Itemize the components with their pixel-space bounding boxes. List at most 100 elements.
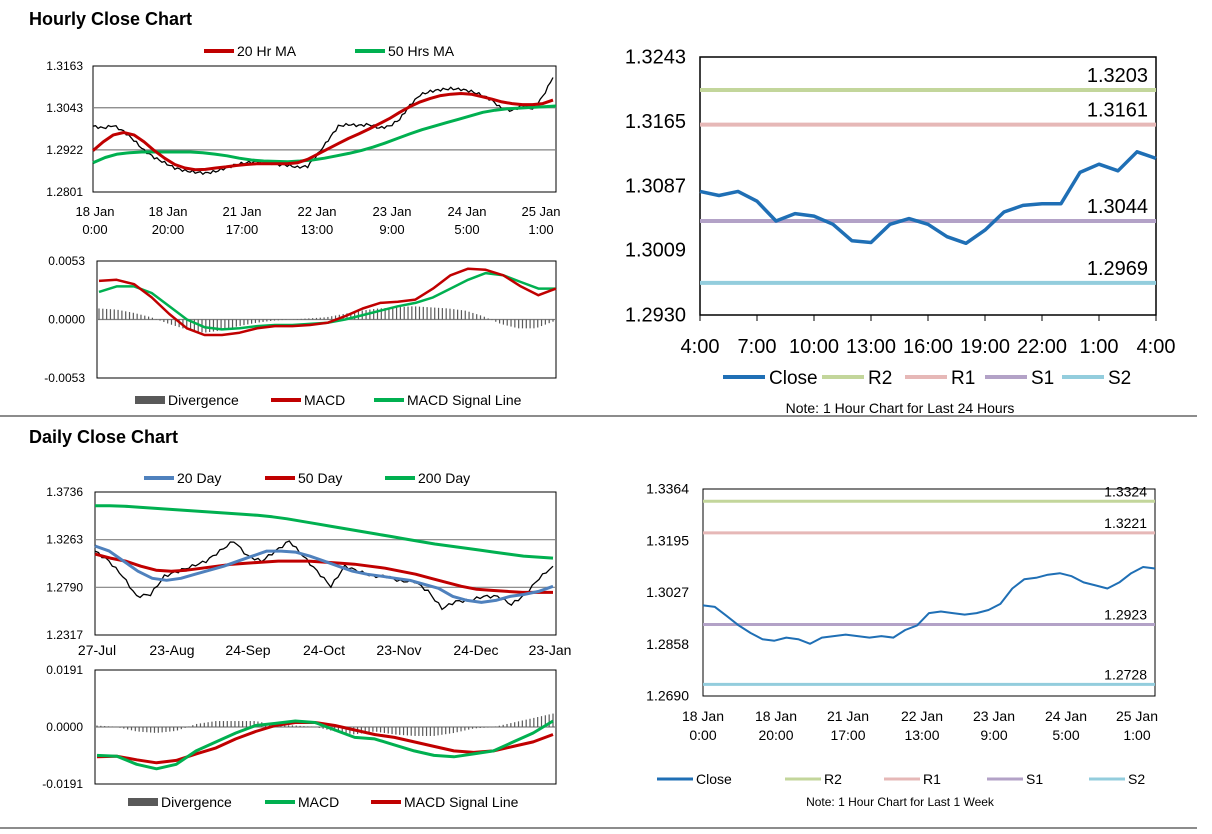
legend-hourly-macd-label: MACD — [304, 392, 345, 408]
legend-hourly-divergence-label: Divergence — [168, 392, 239, 408]
pivot-week-y-tick-label: 1.3195 — [646, 533, 689, 549]
hourly-price-y-tick-label: 1.3043 — [46, 101, 83, 115]
pivot-24h-s1-label: 1.3044 — [1087, 196, 1148, 218]
daily-macd-line — [96, 719, 554, 771]
legend-hourly-signal-label: MACD Signal Line — [407, 392, 522, 408]
legend-200-day-label: 200 Day — [418, 470, 470, 486]
pivot-24h-x-tick-label: 4:00 — [1137, 336, 1176, 358]
daily-macd-y-tick-label: -0.0191 — [42, 777, 83, 791]
legend-hourly-divergence-swatch — [135, 396, 165, 404]
hourly-20hr-ma-line — [92, 92, 554, 172]
legend-daily-signal-label: MACD Signal Line — [404, 794, 519, 810]
pivot-week-x-tick-date: 25 Jan — [1116, 708, 1158, 724]
legend-50-day-label: 50 Day — [298, 470, 342, 486]
daily-price-x-tick-label: 24-Sep — [225, 642, 270, 658]
hourly-price-x-tick-date: 21 Jan — [222, 204, 261, 219]
pivot-week-y-tick-label: 1.2690 — [646, 688, 689, 704]
pivot-week-x-tick-date: 23 Jan — [973, 708, 1015, 724]
pivot-24h-y-tick-label: 1.3165 — [625, 111, 686, 133]
pivot-24h-x-tick-label: 19:00 — [960, 336, 1010, 358]
daily-macd-y-tick-label: 0.0000 — [46, 720, 83, 734]
pivot-week-legend-label: S2 — [1128, 771, 1145, 787]
legend-daily-divergence-swatch — [128, 798, 158, 806]
pivot-24h-legend-label: S2 — [1108, 368, 1131, 389]
pivot-week-y-tick-label: 1.3364 — [646, 481, 689, 497]
pivot-24h-y-tick-label: 1.3243 — [625, 47, 686, 69]
pivot-week-note: Note: 1 Hour Chart for Last 1 Week — [806, 795, 995, 809]
section-divider-bottom — [0, 827, 1197, 829]
daily-price-trace — [94, 540, 554, 611]
pivot-24h-r2-label: 1.3203 — [1087, 65, 1148, 87]
hourly-price-x-tick-time: 1:00 — [528, 222, 553, 237]
pivot-24h-x-tick-label: 13:00 — [846, 336, 896, 358]
hourly-section-title: Hourly Close Chart — [29, 9, 193, 29]
pivot-week-x-tick-date: 24 Jan — [1045, 708, 1087, 724]
pivot-24h-r1-label: 1.3161 — [1087, 100, 1148, 122]
pivot-week-x-tick-time: 20:00 — [758, 727, 793, 743]
pivot-24h-x-tick-label: 16:00 — [903, 336, 953, 358]
pivot-24h-x-tick-label: 4:00 — [681, 336, 720, 358]
daily-price-frame — [94, 491, 557, 636]
pivot-week-frame — [702, 488, 1156, 697]
hourly-price-x-tick-date: 25 Jan — [521, 204, 560, 219]
pivot-24h-y-tick-label: 1.3087 — [625, 175, 686, 197]
pivot-24h-s2-label: 1.2969 — [1087, 258, 1148, 280]
hourly-macd-y-tick-label: -0.0053 — [44, 371, 85, 385]
pivot-24h-x-tick-label: 7:00 — [738, 336, 777, 358]
hourly-price-y-tick-label: 1.2922 — [46, 143, 83, 157]
daily-price-y-tick-label: 1.2790 — [46, 580, 83, 594]
pivot-week-r2-label: 1.3324 — [1104, 483, 1147, 499]
daily-price-y-tick-label: 1.3263 — [46, 533, 83, 547]
hourly-price-x-tick-date: 22 Jan — [297, 204, 336, 219]
daily-price-y-tick-label: 1.3736 — [46, 485, 83, 499]
hourly-price-x-tick-time: 5:00 — [454, 222, 479, 237]
pivot-week-s2-label: 1.2728 — [1104, 666, 1147, 682]
pivot-24h-x-tick-label: 10:00 — [789, 336, 839, 358]
daily-price-x-tick-label: 23-Jan — [529, 642, 572, 658]
daily-price-x-tick-label: 27-Jul — [78, 642, 116, 658]
hourly-price-y-tick-label: 1.3163 — [46, 59, 83, 73]
pivot-24h-x-tick-label: 22:00 — [1017, 336, 1067, 358]
pivot-week-x-tick-time: 17:00 — [830, 727, 865, 743]
hourly-price-x-tick-time: 13:00 — [301, 222, 334, 237]
hourly-price-x-tick-date: 23 Jan — [372, 204, 411, 219]
hourly-price-x-tick-time: 17:00 — [226, 222, 259, 237]
pivot-week-legend-label: Close — [696, 771, 732, 787]
hourly-price-x-tick-date: 24 Jan — [447, 204, 486, 219]
pivot-24h-legend-label: R2 — [868, 368, 892, 389]
pivot-24h-legend-label: S1 — [1031, 368, 1054, 389]
pivot-week-s1-label: 1.2923 — [1104, 606, 1147, 622]
section-divider-top — [0, 415, 1197, 417]
pivot-24h-note: Note: 1 Hour Chart for Last 24 Hours — [786, 400, 1015, 416]
legend-20hr-ma-label: 20 Hr MA — [237, 43, 297, 59]
pivot-week-x-tick-date: 22 Jan — [901, 708, 943, 724]
hourly-price-x-tick-date: 18 Jan — [75, 204, 114, 219]
pivot-24h-x-tick-label: 1:00 — [1080, 336, 1119, 358]
pivot-week-x-tick-time: 1:00 — [1123, 727, 1150, 743]
hourly-price-y-tick-label: 1.2801 — [46, 185, 83, 199]
legend-50hrs-ma-label: 50 Hrs MA — [388, 43, 455, 59]
pivot-24h-y-tick-label: 1.3009 — [625, 240, 686, 262]
pivot-week-y-tick-label: 1.3027 — [646, 584, 689, 600]
daily-price-x-tick-label: 23-Aug — [149, 642, 194, 658]
pivot-24h-close-line — [699, 150, 1157, 246]
daily-20day-line — [94, 544, 554, 604]
hourly-price-frame — [92, 65, 557, 193]
pivot-week-x-tick-date: 18 Jan — [682, 708, 724, 724]
legend-daily-divergence-label: Divergence — [161, 794, 232, 810]
daily-price-y-tick-label: 1.2317 — [46, 628, 83, 642]
hourly-price-x-tick-time: 20:00 — [152, 222, 185, 237]
daily-price-x-tick-label: 24-Dec — [453, 642, 498, 658]
daily-200day-line — [95, 504, 554, 560]
hourly-macd-y-tick-label: 0.0053 — [48, 254, 85, 268]
pivot-week-x-tick-date: 21 Jan — [827, 708, 869, 724]
pivot-week-x-tick-time: 9:00 — [980, 727, 1007, 743]
hourly-macd-y-tick-label: 0.0000 — [48, 313, 85, 327]
daily-price-x-tick-label: 24-Oct — [303, 642, 345, 658]
daily-section-title: Daily Close Chart — [29, 427, 179, 447]
pivot-week-legend-label: R2 — [824, 771, 842, 787]
pivot-week-x-tick-time: 0:00 — [689, 727, 716, 743]
hourly-50hr-ma-line — [92, 104, 557, 165]
pivot-24h-legend-label: R1 — [951, 368, 975, 389]
